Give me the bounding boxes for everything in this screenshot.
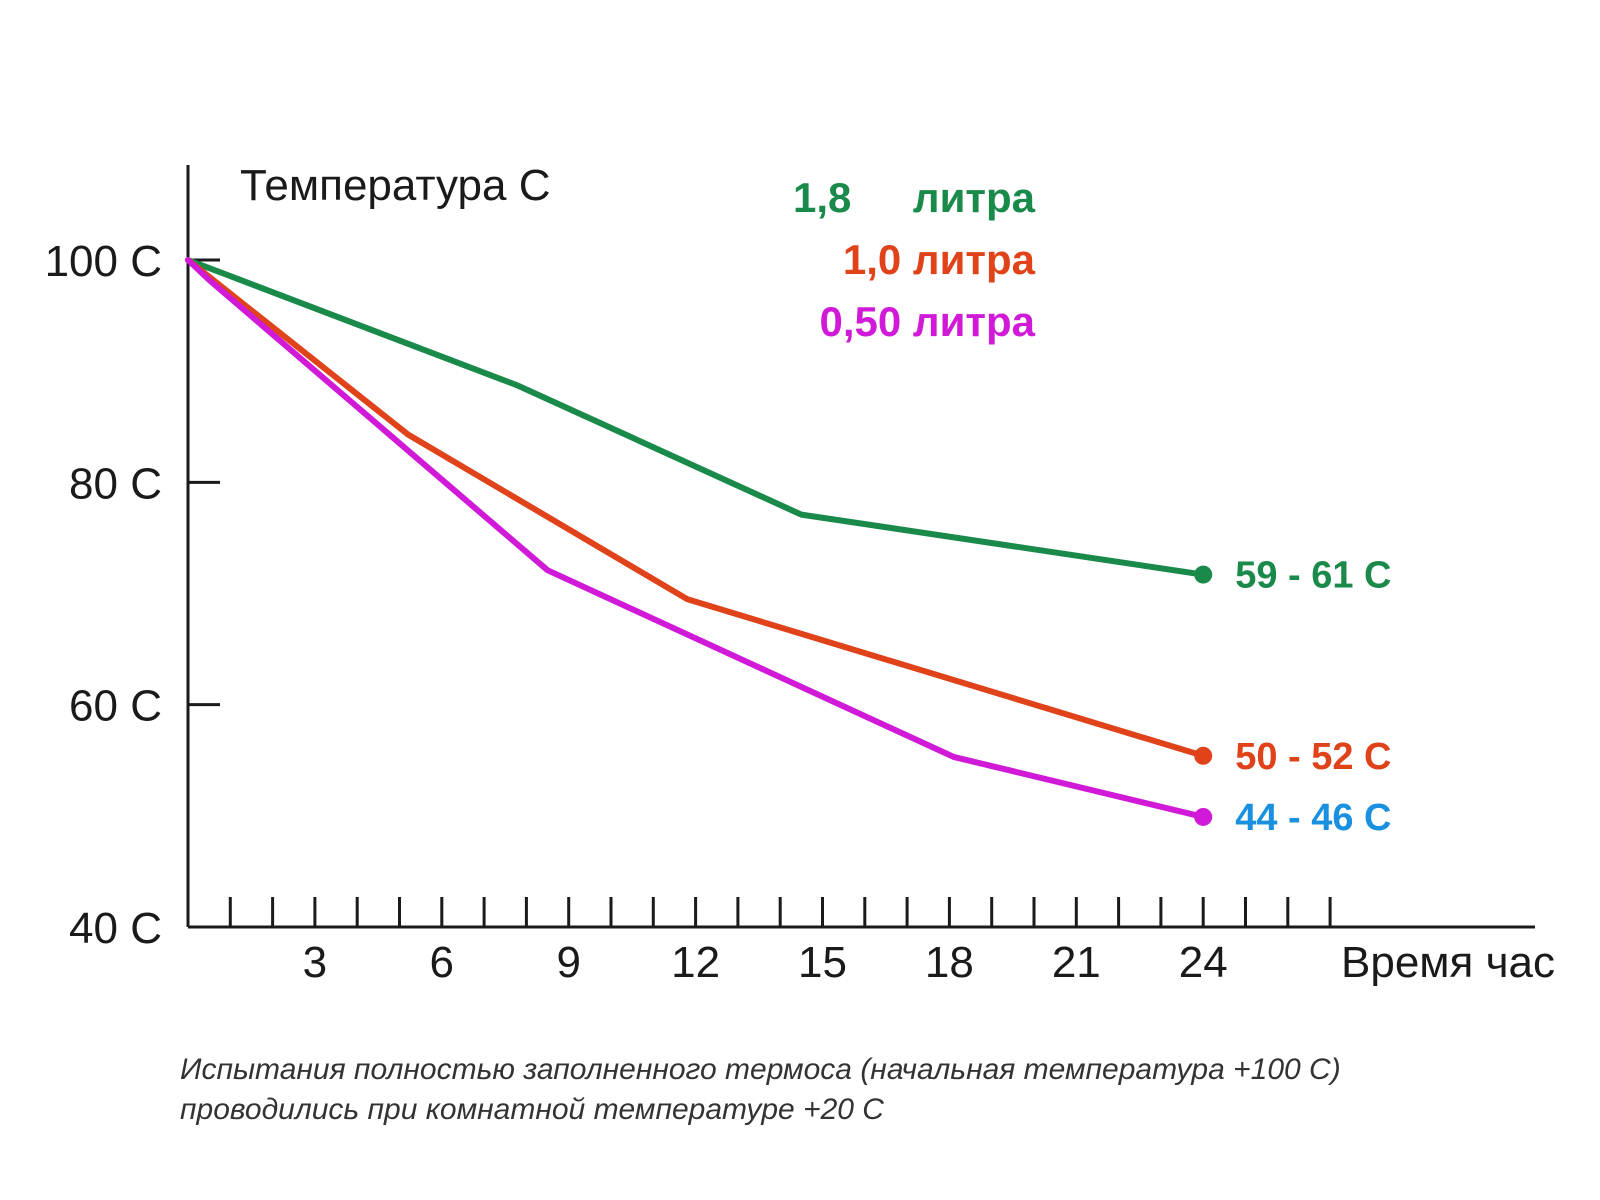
x-tick-label: 6 [430, 938, 454, 987]
x-tick-label: 18 [925, 938, 974, 987]
labels: 100 С 80 С 60 С 40 С 3 6 9 12 15 18 21 24 Температур… [45, 161, 1555, 987]
legend-unit-label: литра [913, 174, 1036, 221]
y-tick-label: 40 С [69, 904, 162, 953]
y-tick-label: 80 С [69, 459, 162, 508]
x-tick-label: 21 [1052, 938, 1101, 987]
series-end-marker-1 [1194, 565, 1213, 584]
series-end-label-1: 59 - 61 С [1235, 555, 1391, 597]
series-end-label-2: 50 - 52 С [1235, 736, 1391, 778]
series-line-3 [185, 257, 1207, 820]
x-tick-label: 3 [303, 938, 327, 987]
x-axis-title: Время час [1341, 938, 1555, 987]
caption-line-1: Испытания полностью заполненного термоса… [180, 1053, 1341, 1086]
series-end-marker-2 [1194, 746, 1213, 765]
axes [186, 165, 1535, 929]
series-end-marker-3 [1194, 807, 1213, 826]
legend-label: 1,0 литра [843, 236, 1036, 283]
x-tick-label: 9 [556, 938, 580, 987]
series-lines [185, 257, 1213, 826]
series-line-2 [185, 257, 1207, 759]
caption-line-2: проводились при комнатной температуре +2… [180, 1093, 884, 1126]
y-tick-label: 100 С [45, 237, 162, 286]
legend-volume-label: 1,8 [793, 174, 851, 221]
legend-label: 0,50 литра [820, 298, 1036, 345]
x-tick-label: 24 [1179, 938, 1228, 987]
x-tick-label: 12 [671, 938, 720, 987]
chart-caption: Испытания полностью заполненного термоса… [180, 1050, 1580, 1130]
series-line-1 [185, 257, 1207, 578]
y-tick-label: 60 С [69, 682, 162, 731]
y-axis-title: Температура С [240, 161, 551, 210]
x-tick-label: 15 [798, 938, 847, 987]
series-end-label-3: 44 - 46 С [1235, 797, 1391, 839]
